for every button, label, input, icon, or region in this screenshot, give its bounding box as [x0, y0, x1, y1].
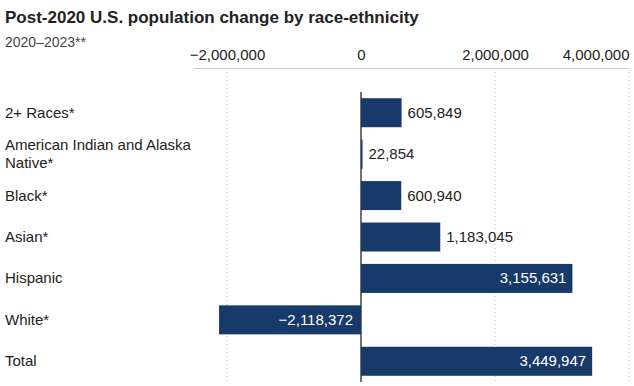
grid	[227, 68, 629, 382]
category-label: American Indian and AlaskaNative*	[5, 136, 192, 171]
data-label: 600,940	[407, 187, 461, 204]
category-label: Hispanic	[5, 269, 63, 286]
bar	[361, 223, 440, 252]
tick: 4,000,000	[563, 46, 630, 68]
tick-label: 0	[357, 46, 365, 63]
category-label: White*	[5, 311, 49, 328]
grid-line	[227, 68, 228, 382]
bar	[361, 347, 592, 376]
tick: −2,000,000	[190, 46, 266, 68]
data-label: −2,118,372	[279, 311, 353, 328]
data-labels: 605,849 22,854 600,940 1,183,045 3,155,631 −2…	[279, 104, 587, 370]
bar	[361, 140, 363, 169]
data-label: 1,183,045	[446, 228, 513, 245]
tick-label: −2,000,000	[190, 46, 266, 63]
title: Post-2020 U.S. population change by race…	[5, 8, 419, 27]
data-label: 3,449,947	[519, 352, 586, 369]
category-label: Total	[5, 352, 37, 369]
grid-line	[495, 68, 496, 382]
category-label: 2+ Races*	[5, 104, 75, 121]
data-label: 3,155,631	[500, 269, 567, 286]
category-label: Asian*	[5, 228, 49, 245]
bar	[361, 181, 401, 210]
data-label: 22,854	[369, 145, 415, 162]
grid-line	[629, 68, 630, 382]
bar	[361, 98, 402, 127]
subtitle: 2020–2023**	[5, 34, 87, 50]
x-axis: −2,000,000 0 2,000,000 4,000,000	[190, 46, 630, 69]
data-label: 605,849	[408, 104, 462, 121]
category-label: Black*	[5, 187, 48, 204]
chart: Post-2020 U.S. population change by race…	[0, 0, 634, 386]
tick: 2,000,000	[462, 46, 529, 68]
bar	[361, 264, 572, 293]
bar	[219, 305, 361, 334]
tick-label: 4,000,000	[563, 46, 630, 63]
tick: 0	[357, 46, 365, 68]
category-labels: 2+ Races* American Indian and AlaskaNativ…	[5, 104, 192, 370]
tick-label: 2,000,000	[462, 46, 529, 63]
bars	[219, 98, 592, 376]
axis-line	[194, 68, 630, 69]
